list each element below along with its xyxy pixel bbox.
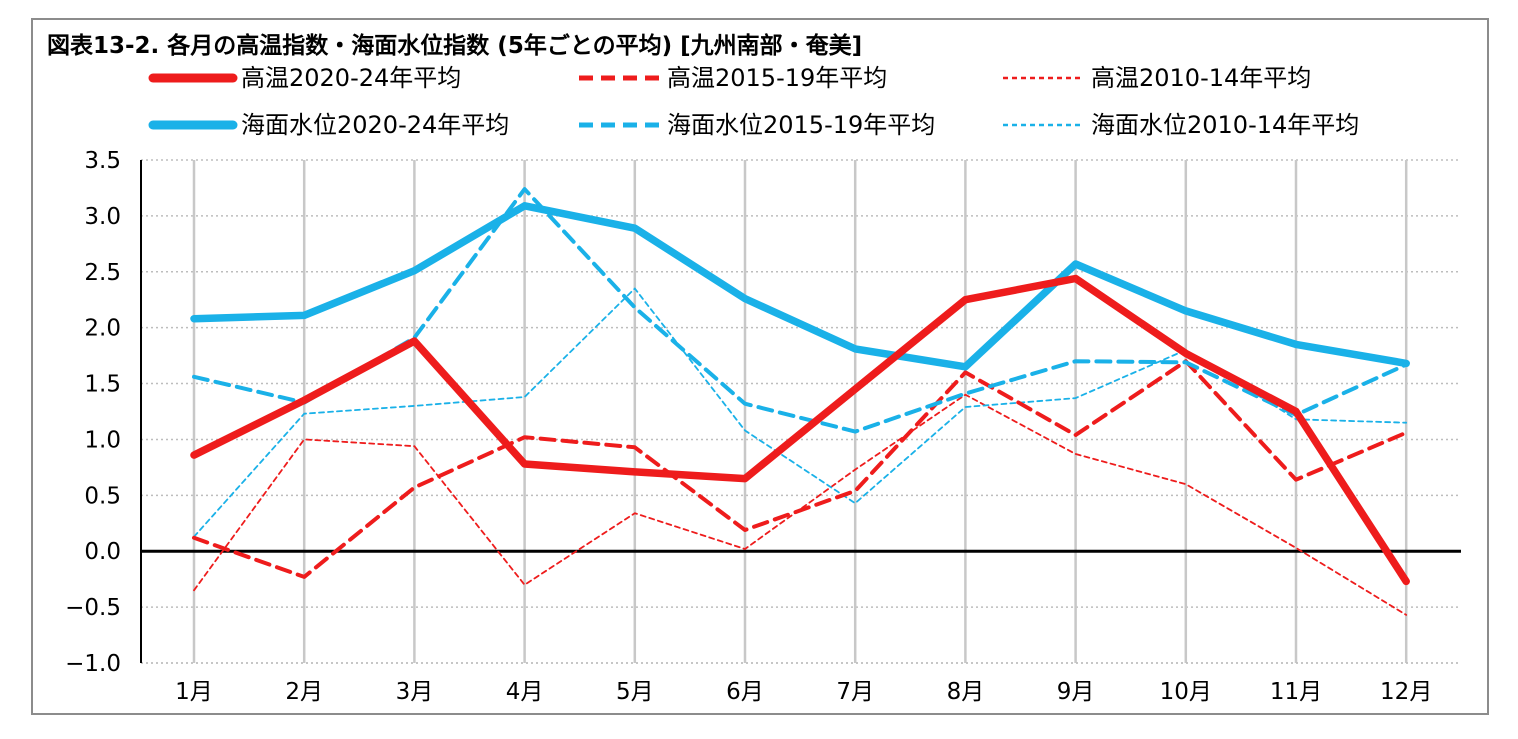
chart-frame: 図表13-2. 各月の高温指数・海面水位指数 (5年ごとの平均) [九州南部・奄… <box>31 18 1489 715</box>
series-line <box>192 187 1409 434</box>
y-tick-label: 2.0 <box>84 316 121 342</box>
x-tick-label: 3月 <box>396 679 434 705</box>
x-tick-label: 10月 <box>1160 679 1212 705</box>
x-tick-label: 4月 <box>506 679 544 705</box>
series-line <box>192 359 1409 579</box>
x-tick-label: 1月 <box>175 679 213 705</box>
legend-label: 海面水位2020-24年平均 <box>241 111 509 139</box>
chart-canvas: 図表13-2. 各月の高温指数・海面水位指数 (5年ごとの平均) [九州南部・奄… <box>47 32 1461 705</box>
legend-label: 高温2015-19年平均 <box>667 64 887 92</box>
series-line <box>193 393 1408 616</box>
y-tick-label: 0.5 <box>84 483 121 509</box>
y-tick-label: 3.0 <box>84 204 121 230</box>
x-tick-label: 6月 <box>726 679 764 705</box>
y-tick-label: 3.5 <box>84 148 121 174</box>
y-tick-label: −1.0 <box>65 651 121 677</box>
y-tick-label: 1.0 <box>84 427 121 453</box>
legend-label: 高温2010-14年平均 <box>1091 64 1311 92</box>
chart-title: 図表13-2. 各月の高温指数・海面水位指数 (5年ごとの平均) [九州南部・奄… <box>47 32 862 59</box>
legend-label: 高温2020-24年平均 <box>241 64 461 92</box>
x-tick-label: 5月 <box>616 679 654 705</box>
legend-label: 海面水位2010-14年平均 <box>1091 111 1359 139</box>
x-tick-label: 12月 <box>1380 679 1432 705</box>
axes <box>140 160 1461 663</box>
chart-legend: 高温2020-24年平均 高温2015-19年平均 高温2010-14年平均海面水位… <box>148 64 1359 139</box>
x-axis-ticks: 1月 2月 3月 4月 5月 6月 7月 8月 9月 10月 11月 12月 <box>175 679 1432 705</box>
x-tick-label: 11月 <box>1270 679 1322 705</box>
legend-label: 海面水位2015-19年平均 <box>667 111 935 139</box>
y-axis-ticks: 3.5 3.0 2.5 2.0 1.5 1.0 0.5 0.0 −0.5 −1.0 <box>65 148 121 677</box>
x-tick-label: 7月 <box>836 679 874 705</box>
y-tick-label: −0.5 <box>65 595 121 621</box>
y-tick-label: 2.5 <box>84 260 121 286</box>
x-tick-label: 9月 <box>1057 679 1095 705</box>
y-tick-label: 1.5 <box>84 372 121 398</box>
series-line <box>190 202 1410 371</box>
x-tick-label: 8月 <box>947 679 985 705</box>
x-tick-label: 2月 <box>285 679 323 705</box>
y-tick-label: 0.0 <box>84 539 121 565</box>
data-series <box>190 187 1410 616</box>
series-line <box>190 274 1410 586</box>
